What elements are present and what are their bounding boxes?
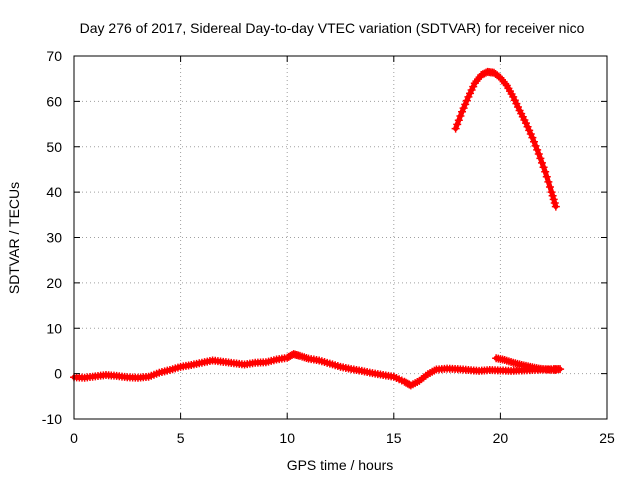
data-point [454, 116, 463, 125]
x-tick-label: 20 [493, 430, 509, 446]
data-point [547, 188, 556, 197]
axis-ticks [73, 55, 608, 420]
y-tick-label: 0 [54, 366, 62, 382]
y-tick-label: 60 [46, 93, 62, 109]
y-tick-label: 10 [46, 320, 62, 336]
tick-labels: 0 5 10 15 20 25 -10 0 10 20 30 40 50 60 70 [42, 48, 615, 446]
data-point [459, 104, 468, 113]
data-point [453, 120, 462, 129]
series-high-arc [451, 67, 560, 211]
data-point [531, 141, 540, 150]
series-overlapping-arc [492, 354, 560, 374]
series-low-elevation-arcs [70, 350, 565, 390]
x-tick-label: 10 [279, 430, 295, 446]
data-point [525, 126, 534, 135]
data-point [526, 130, 535, 139]
data-point [456, 112, 465, 121]
data-point [537, 158, 546, 167]
data-series [70, 67, 565, 390]
x-tick-label: 5 [177, 430, 185, 446]
y-axis-label: SDTVAR / TECUs [6, 182, 22, 294]
x-axis-label: GPS time / hours [287, 457, 394, 473]
data-point [551, 365, 560, 374]
chart-title: Day 276 of 2017, Sidereal Day-to-day VTE… [80, 20, 585, 36]
data-point [536, 154, 545, 163]
data-point [550, 199, 559, 208]
data-point [545, 183, 554, 192]
y-tick-label: 30 [46, 230, 62, 246]
y-tick-label: 70 [46, 48, 62, 64]
x-tick-label: 0 [70, 430, 78, 446]
data-point [528, 133, 537, 142]
x-tick-label: 25 [599, 430, 615, 446]
x-tick-label: 15 [386, 430, 402, 446]
data-point [541, 167, 550, 176]
data-point [521, 119, 530, 128]
y-tick-label: 20 [46, 275, 62, 291]
data-point [544, 177, 553, 186]
data-point [529, 137, 538, 146]
data-point [551, 202, 560, 211]
data-point [548, 191, 557, 200]
grid-lines [74, 56, 607, 419]
data-point [549, 195, 558, 204]
data-point [533, 145, 542, 154]
data-point [462, 96, 471, 105]
data-point [451, 124, 460, 133]
y-tick-label: 50 [46, 139, 62, 155]
y-tick-label: -10 [42, 411, 62, 427]
data-point [542, 172, 551, 181]
data-point [534, 150, 543, 159]
data-point [523, 122, 532, 131]
data-point [461, 100, 470, 109]
data-point [539, 163, 548, 172]
y-tick-label: 40 [46, 184, 62, 200]
data-point [458, 107, 467, 116]
